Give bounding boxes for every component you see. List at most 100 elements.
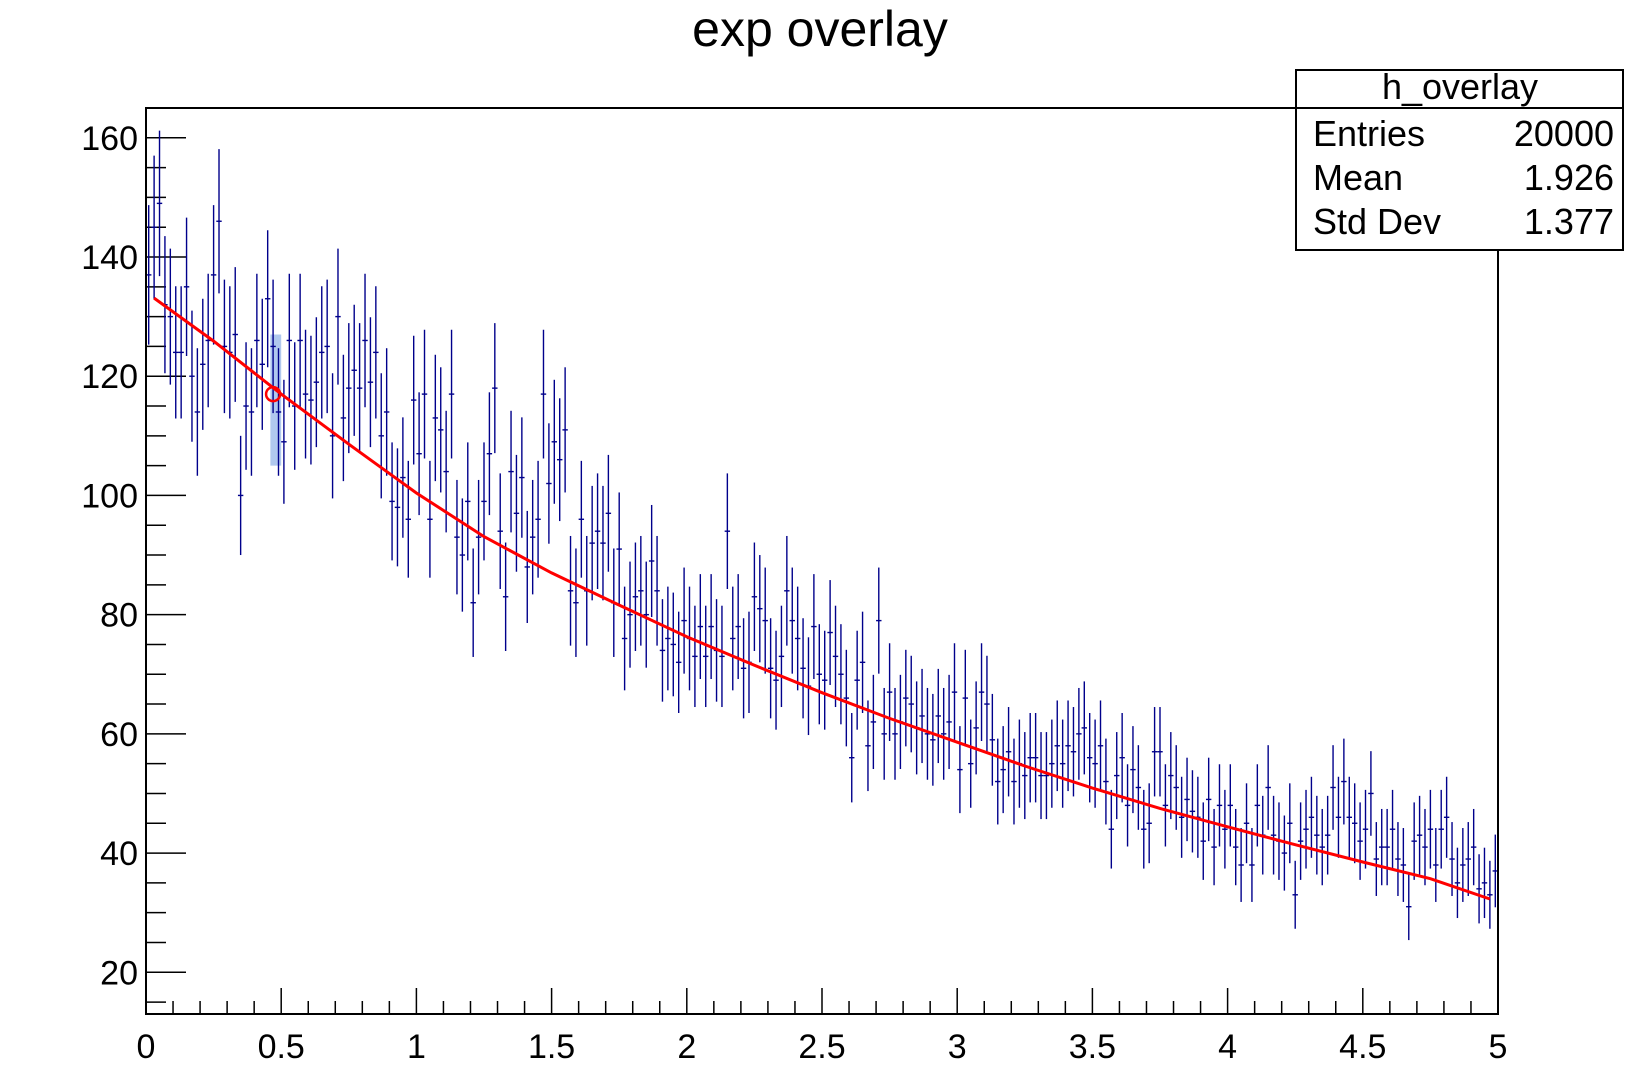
y-tick-label: 120 bbox=[81, 358, 138, 396]
data-point bbox=[183, 217, 190, 356]
data-point bbox=[773, 630, 779, 730]
data-point bbox=[984, 655, 990, 753]
data-point bbox=[243, 342, 249, 470]
data-point bbox=[1000, 726, 1006, 814]
x-tick-label: 4.5 bbox=[1339, 1028, 1386, 1066]
data-point bbox=[573, 548, 579, 657]
data-point bbox=[329, 373, 336, 499]
data-point bbox=[692, 605, 698, 708]
data-point bbox=[540, 329, 547, 459]
plot-frame bbox=[145, 107, 1499, 1015]
data-point bbox=[1449, 822, 1455, 896]
data-point bbox=[1454, 847, 1461, 919]
data-point bbox=[254, 273, 260, 408]
y-tick-label: 100 bbox=[81, 477, 138, 515]
data-point bbox=[908, 655, 914, 753]
data-point bbox=[935, 668, 941, 764]
data-point bbox=[421, 329, 428, 459]
x-tick-label: 0 bbox=[137, 1028, 156, 1066]
data-point bbox=[1135, 745, 1142, 830]
y-tick-label: 60 bbox=[100, 716, 138, 754]
data-point bbox=[600, 485, 606, 601]
data-point bbox=[492, 323, 498, 454]
data-point bbox=[232, 267, 238, 402]
data-point bbox=[286, 273, 293, 408]
data-point bbox=[1130, 726, 1136, 814]
data-point bbox=[616, 492, 622, 606]
data-point bbox=[281, 379, 287, 504]
data-point bbox=[594, 473, 601, 590]
data-point bbox=[1200, 802, 1206, 880]
stats-stddev-label: Std Dev bbox=[1313, 201, 1441, 242]
data-point bbox=[681, 567, 687, 674]
stats-box-name: h_overlay bbox=[1382, 66, 1538, 107]
data-point bbox=[1281, 815, 1288, 891]
data-point bbox=[1379, 808, 1385, 886]
data-point bbox=[822, 630, 828, 730]
data-point bbox=[757, 555, 763, 663]
y-tick-label: 40 bbox=[100, 835, 138, 873]
data-point bbox=[340, 354, 347, 482]
x-tick-label: 1 bbox=[407, 1028, 426, 1066]
data-point bbox=[1297, 802, 1304, 880]
data-point bbox=[1395, 822, 1401, 896]
data-point bbox=[1081, 681, 1087, 775]
data-point bbox=[400, 417, 406, 538]
data-point bbox=[194, 348, 201, 476]
data-point bbox=[1389, 789, 1396, 869]
y-tick-label: 80 bbox=[100, 597, 138, 635]
data-point bbox=[708, 574, 714, 680]
data-point bbox=[827, 580, 833, 685]
data-point bbox=[1005, 707, 1012, 797]
data-point bbox=[1027, 712, 1033, 803]
data-point bbox=[356, 323, 363, 454]
data-point bbox=[1065, 700, 1071, 792]
x-tick-label: 0.5 bbox=[258, 1028, 305, 1066]
data-point bbox=[632, 542, 639, 652]
data-point bbox=[173, 286, 179, 419]
data-point bbox=[1032, 712, 1039, 803]
data-point bbox=[373, 286, 379, 419]
data-point bbox=[1476, 854, 1482, 924]
data-point bbox=[832, 605, 839, 708]
data-point bbox=[378, 373, 384, 499]
data-point bbox=[465, 442, 471, 561]
data-point bbox=[1481, 847, 1488, 919]
data-point bbox=[957, 726, 963, 814]
data-point bbox=[502, 542, 509, 652]
x-tick-label: 3.5 bbox=[1069, 1028, 1116, 1066]
data-point bbox=[367, 317, 374, 448]
data-point bbox=[210, 205, 217, 345]
data-point bbox=[1168, 732, 1174, 820]
data-point bbox=[335, 248, 341, 385]
data-point bbox=[1043, 732, 1050, 820]
data-point bbox=[470, 548, 476, 657]
data-point bbox=[854, 630, 860, 730]
data-point bbox=[1157, 707, 1163, 797]
data-point bbox=[724, 473, 731, 590]
data-point bbox=[1108, 789, 1115, 869]
data-point bbox=[270, 279, 276, 414]
x-tick-label: 2 bbox=[677, 1028, 696, 1066]
data-point bbox=[1373, 822, 1380, 896]
data-points bbox=[146, 130, 1498, 941]
chart-title: exp overlay bbox=[692, 1, 948, 57]
data-point bbox=[1308, 776, 1315, 858]
y-tick-label: 160 bbox=[81, 120, 138, 158]
data-point bbox=[1319, 808, 1325, 886]
data-point bbox=[486, 392, 493, 516]
data-point bbox=[324, 279, 330, 414]
data-point bbox=[1357, 802, 1363, 880]
data-point bbox=[968, 719, 974, 808]
selected-point-marker[interactable] bbox=[264, 385, 282, 403]
data-point bbox=[1097, 700, 1104, 792]
data-point bbox=[643, 561, 649, 668]
data-point bbox=[843, 649, 850, 747]
stats-box: h_overlay Entries 20000 Mean 1.926 Std D… bbox=[1295, 66, 1624, 251]
data-point bbox=[1384, 808, 1390, 886]
data-point bbox=[351, 304, 357, 436]
data-point bbox=[1151, 707, 1158, 797]
data-point bbox=[1416, 795, 1423, 875]
data-point bbox=[427, 460, 433, 578]
data-point bbox=[567, 535, 574, 646]
